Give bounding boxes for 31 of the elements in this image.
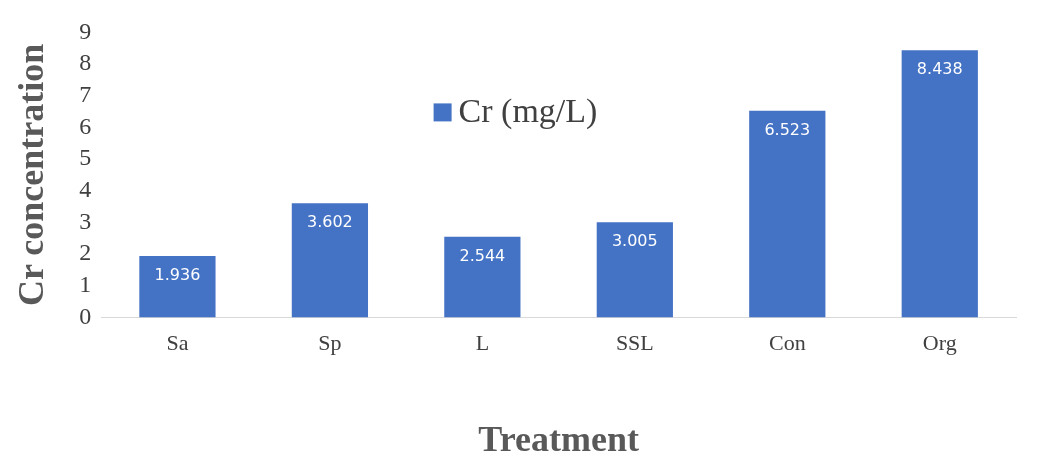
data-label: 3.005 [611, 231, 658, 251]
y-tick-label: 2 [79, 239, 92, 266]
x-tick-label: Con [768, 330, 806, 356]
bar [291, 203, 369, 318]
y-tick-label: 4 [79, 176, 92, 203]
y-tick-label: 1 [79, 271, 92, 298]
data-label: 3.602 [306, 212, 353, 232]
y-tick-label: 8 [79, 49, 92, 76]
bar [444, 236, 521, 318]
x-tick-label: L [475, 330, 490, 356]
bar [139, 256, 216, 318]
x-tick-label: Sa [166, 330, 189, 356]
bar [749, 110, 826, 318]
data-label: 8.438 [916, 59, 963, 79]
data-label: 6.523 [764, 119, 811, 139]
data-label: 2.544 [459, 246, 506, 265]
data-label: 1.936 [154, 265, 201, 285]
bar [596, 222, 673, 318]
bar [901, 50, 978, 318]
legend-label: Cr (mg/L) [458, 92, 598, 131]
y-tick-label: 9 [79, 17, 92, 44]
y-axis-title: Cr concentration [10, 43, 51, 307]
y-tick-label: 7 [79, 81, 92, 108]
x-tick-label: SSL [615, 330, 654, 356]
x-tick-label: Org [922, 330, 957, 356]
y-tick-label: 5 [79, 144, 92, 171]
y-tick-label: 0 [79, 302, 92, 329]
y-tick-label: 3 [79, 207, 92, 234]
y-tick-label: 6 [79, 112, 92, 139]
x-tick-label: Sp [318, 330, 342, 356]
x-axis-title: Treatment [478, 418, 639, 459]
